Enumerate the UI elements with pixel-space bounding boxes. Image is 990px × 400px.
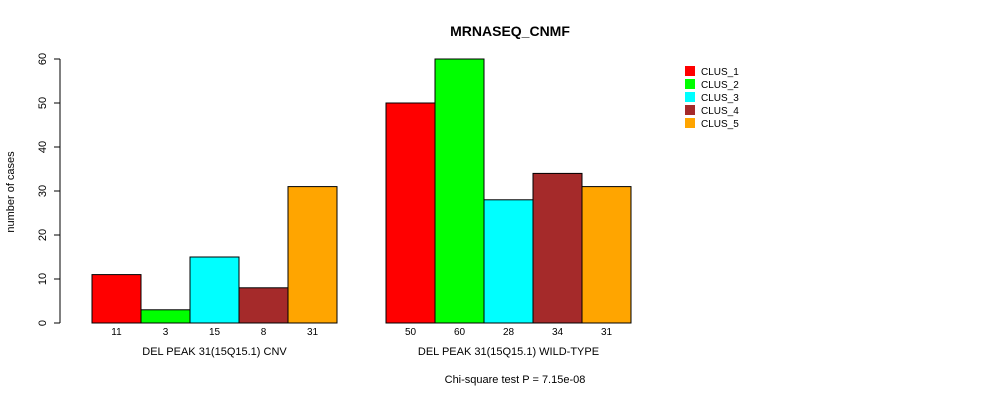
bars [91,58,632,324]
legend-swatch [685,92,695,102]
legend-swatch [685,79,695,89]
bar-value-label: 11 [111,327,122,338]
chart-title: MRNASEQ_CNMF [450,23,570,39]
legend-swatch [685,105,695,115]
legend-label: CLUS_4 [701,106,739,117]
legend: CLUS_1 CLUS_2 CLUS_3 CLUS_4 CLUS_5 [685,66,739,130]
bar-value-label: 31 [601,327,613,338]
bar-value-label: 8 [261,327,267,338]
bar-value-label: 60 [454,327,466,338]
bar-2-clus_4 [532,172,583,324]
bar-2-clus_3 [483,199,534,324]
legend-label: CLUS_1 [701,67,739,78]
legend-swatch [685,66,695,76]
bar-value-label: 50 [405,327,417,338]
legend-label: CLUS_2 [701,80,739,91]
y-tick-label: 30 [37,185,49,197]
bar-2-clus_1 [385,102,436,324]
group-label-1: DEL PEAK 31(15Q15.1) CNV [142,346,287,358]
bar-value-label: 31 [307,327,319,338]
bar-1-clus_5 [287,186,338,324]
legend-swatch [685,118,695,128]
legend-label: CLUS_5 [701,119,739,130]
y-tick-label: 50 [37,97,49,109]
bar-value-label: 3 [163,327,169,338]
bar-value-label: 28 [503,327,515,338]
y-axis: 0 10 20 30 40 50 60 [37,53,61,326]
bar-value-label: 34 [552,327,564,338]
bar-2-clus_5 [581,186,632,324]
y-tick-label: 0 [37,320,49,326]
bar-1-clus_4 [238,287,289,324]
y-tick-label: 60 [37,53,49,65]
value-labels: 11 3 15 8 31 50 60 28 34 31 [111,327,612,338]
group-label-2: DEL PEAK 31(15Q15.1) WILD-TYPE [418,346,599,358]
y-tick-label: 20 [37,229,49,241]
legend-label: CLUS_3 [701,93,739,104]
bar-value-label: 15 [209,327,221,338]
y-tick-label: 40 [37,141,49,153]
bar-1-clus_3 [189,256,240,324]
bar-2-clus_2 [434,58,485,324]
bar-1-clus_1 [91,274,142,324]
y-axis-label: number of cases [5,151,17,233]
chi-square-footnote: Chi-square test P = 7.15e-08 [445,374,586,386]
y-tick-label: 10 [37,273,49,285]
bar-1-clus_2 [140,309,191,324]
group-labels: DEL PEAK 31(15Q15.1) CNV DEL PEAK 31(15Q1… [142,346,599,358]
